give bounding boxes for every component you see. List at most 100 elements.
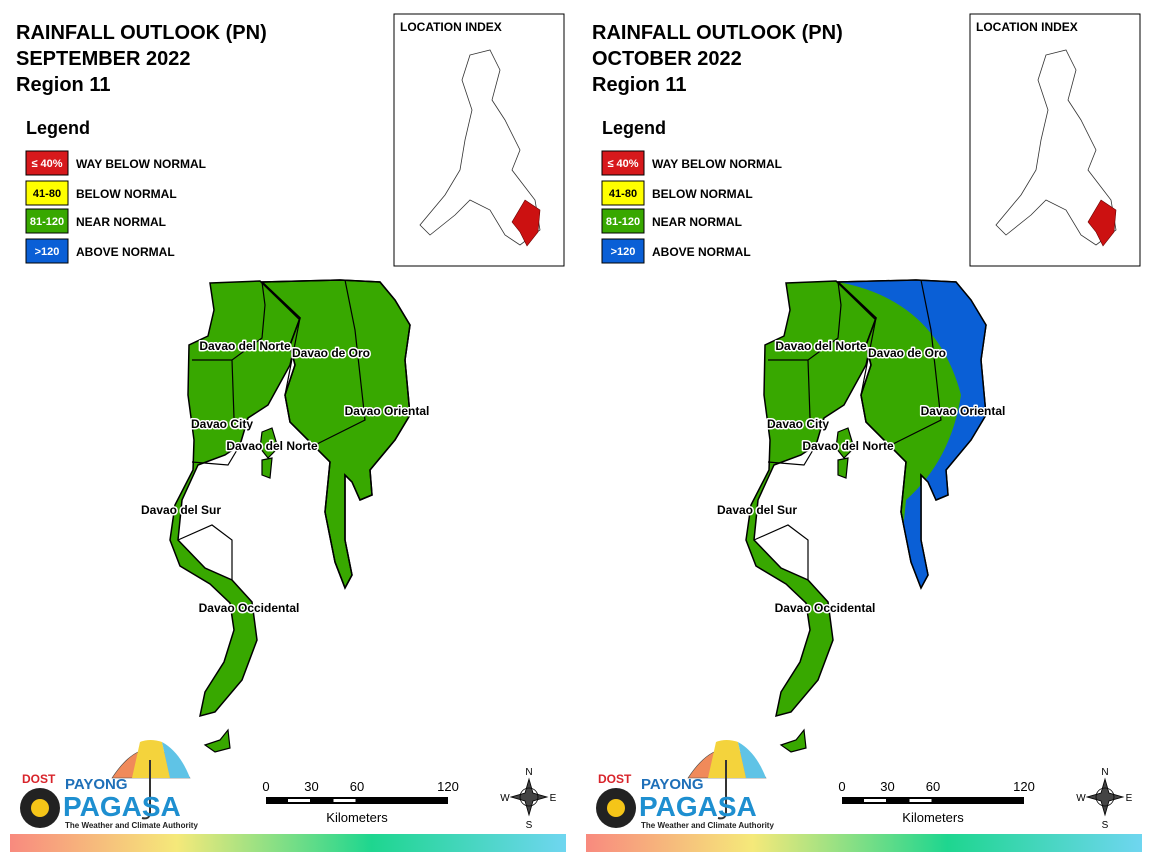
compass-letter: E (1126, 793, 1133, 804)
scale-tick-label: 120 (1013, 779, 1035, 794)
scale-segment (909, 799, 932, 802)
legend-swatch (25, 180, 69, 206)
umbrella-handle (717, 760, 727, 820)
legend-swatch (25, 238, 69, 264)
compass-ring (519, 787, 539, 807)
title-line: Region 11 (16, 74, 110, 96)
scale-bar (266, 797, 448, 804)
province-outline (260, 279, 411, 590)
title-line: SEPTEMBER 2022 (16, 48, 191, 70)
compass-letter: E (550, 793, 557, 804)
logo-brand: PAGASA (63, 791, 181, 822)
logo-seal-inner (607, 799, 625, 817)
legend-range: 41-80 (609, 188, 637, 200)
province-label: Davao del Norte (775, 339, 867, 353)
scale-tick-label: 60 (926, 779, 940, 794)
island (203, 427, 279, 753)
legend-label: ABOVE NORMAL (652, 245, 751, 259)
umbrella-band (708, 740, 746, 778)
province-label: Davao del Norte (199, 339, 291, 353)
scale-unit: Kilometers (902, 810, 964, 825)
legend-swatch (25, 150, 69, 176)
scale-tick-label: 30 (880, 779, 894, 794)
scale-bar (842, 797, 1024, 804)
logo-brand: PAGASA (639, 791, 757, 822)
province-outline (836, 279, 987, 590)
umbrella-band (738, 742, 766, 778)
legend-range: >120 (35, 246, 60, 258)
legend-swatch (25, 208, 69, 234)
region-highlight (1087, 199, 1117, 247)
title-line: Region 11 (592, 74, 686, 96)
province-label: Davao del Sur (141, 503, 221, 517)
legend-label: BELOW NORMAL (76, 187, 177, 201)
compass-letter: S (1102, 820, 1109, 831)
compass-letter: S (526, 820, 533, 831)
legend-range: 81-120 (606, 216, 640, 228)
umbrella-band (162, 742, 190, 778)
location-index-label: LOCATION INDEX (976, 20, 1078, 34)
island (779, 427, 855, 753)
footer-band (10, 834, 566, 852)
legend-range: ≤ 40% (607, 158, 638, 170)
scale-segment (333, 799, 356, 802)
legend-swatch (601, 208, 645, 234)
scale-unit: Kilometers (326, 810, 388, 825)
compass-letter: W (500, 793, 510, 804)
title-line: RAINFALL OUTLOOK (PN) (592, 22, 843, 44)
legend-label: ABOVE NORMAL (76, 245, 175, 259)
legend-label: NEAR NORMAL (652, 215, 742, 229)
province-label: Davao City (767, 417, 829, 431)
legend-range: >120 (611, 246, 636, 258)
province-area (745, 280, 877, 718)
logo-brand-top: PAYONG (65, 776, 128, 793)
scale-tick-label: 30 (304, 779, 318, 794)
footer-band (586, 834, 1142, 852)
region-highlight (511, 199, 541, 247)
umbrella-handle (141, 760, 151, 820)
philippines-outline (419, 49, 541, 246)
legend-title: Legend (26, 118, 90, 138)
philippines-outline (995, 49, 1117, 246)
scale-segment (864, 799, 886, 802)
panel: RAINFALL OUTLOOK (PN) SEPTEMBER 2022 Regio… (10, 13, 566, 852)
province-label: Davao de Oro (868, 346, 946, 360)
legend-title: Legend (602, 118, 666, 138)
logo-agency: DOST (598, 772, 632, 786)
location-index-label: LOCATION INDEX (400, 20, 502, 34)
compass-ring (1095, 787, 1115, 807)
province-label: Davao del Sur (717, 503, 797, 517)
logo-brand-top: PAYONG (641, 776, 704, 793)
province-area (169, 280, 301, 718)
scale-tick-label: 120 (437, 779, 459, 794)
compass-rose (1085, 777, 1125, 817)
title-line: RAINFALL OUTLOOK (PN) (16, 22, 267, 44)
compass-rose (509, 777, 549, 817)
legend-swatch (601, 180, 645, 206)
logo-tagline: The Weather and Climate Authority (641, 821, 774, 830)
province-label: Davao Occidental (199, 601, 300, 615)
scale-segment (288, 799, 310, 802)
scale-tick-label: 60 (350, 779, 364, 794)
legend-range: ≤ 40% (31, 158, 62, 170)
province-label: Davao City (191, 417, 253, 431)
province-boundary (753, 279, 942, 580)
province-label: Davao del Norte (802, 439, 894, 453)
province-boundary (177, 279, 366, 580)
title-line: OCTOBER 2022 (592, 48, 742, 70)
logo-agency: DOST (22, 772, 56, 786)
legend-range: 81-120 (30, 216, 64, 228)
legend-swatch (601, 150, 645, 176)
umbrella-band (132, 740, 170, 778)
legend-swatch (601, 238, 645, 264)
province-label: Davao Oriental (345, 404, 430, 418)
legend-label: WAY BELOW NORMAL (652, 157, 782, 171)
legend-label: WAY BELOW NORMAL (76, 157, 206, 171)
scale-tick-label: 0 (838, 779, 845, 794)
compass-letter: N (525, 767, 532, 778)
legend-label: NEAR NORMAL (76, 215, 166, 229)
compass-letter: W (1076, 793, 1086, 804)
logo-seal-inner (31, 799, 49, 817)
